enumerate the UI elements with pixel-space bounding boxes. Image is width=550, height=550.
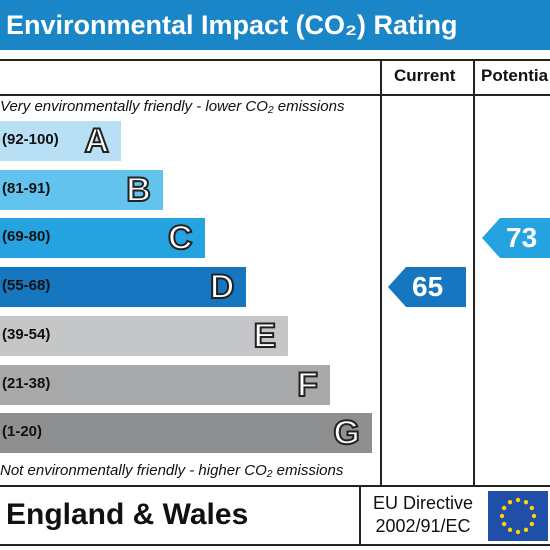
band-range: (55-68) <box>2 277 51 295</box>
band-range: (69-80) <box>2 228 51 246</box>
chart-title: Environmental Impact (CO₂) Rating <box>6 9 458 40</box>
flag-star <box>523 499 529 505</box>
flag-star <box>501 521 507 527</box>
potential-column-header: Potentia <box>481 66 549 85</box>
current-rating-value: 65 <box>412 271 444 303</box>
band-a: (92-100) A <box>0 121 121 161</box>
band-range: (39-54) <box>2 325 51 343</box>
flag-star <box>507 499 513 505</box>
eu-directive: EU Directive 2002/91/EC <box>362 492 484 538</box>
band-letter: C <box>167 218 194 258</box>
band-letter: E <box>253 316 278 356</box>
band-g: (1-20) G <box>0 413 372 454</box>
band-e: (39-54) E <box>0 315 289 356</box>
footer-divider-vertical <box>359 485 361 545</box>
band-range: (81-91) <box>2 179 51 197</box>
band-range: (21-38) <box>2 374 51 392</box>
flag-star <box>529 505 535 511</box>
band-letter: F <box>296 365 319 405</box>
current-column-header: Current <box>394 66 456 85</box>
flag-star <box>507 527 513 533</box>
band-letter: G <box>332 413 360 453</box>
bottom-border <box>0 544 550 546</box>
band-d: (55-68) D <box>0 267 247 308</box>
title-bar: Environmental Impact (CO₂) Rating <box>0 0 550 50</box>
directive-line-1: EU Directive <box>372 493 474 513</box>
band-f: (21-38) F <box>0 364 330 405</box>
top-border <box>0 59 550 61</box>
footer-divider <box>0 485 550 487</box>
flag-star <box>499 513 505 519</box>
potential-col-left <box>473 59 475 486</box>
band-c: (69-80) C <box>0 218 205 259</box>
directive-line-2: 2002/91/EC <box>375 516 471 536</box>
header-divider <box>0 94 550 96</box>
flag-star <box>515 529 521 535</box>
top-note: Very environmentally friendly - lower CO… <box>0 98 345 115</box>
flag-star <box>515 497 521 503</box>
current-col-left <box>380 59 382 486</box>
current-arrow-shape <box>388 267 466 308</box>
footer-region: England & Wales <box>6 498 249 531</box>
eu-flag-icon <box>488 491 548 541</box>
flag-star <box>523 527 529 533</box>
band-range: (1-20) <box>2 423 43 441</box>
bottom-note: Not environmentally friendly - higher CO… <box>0 462 344 479</box>
potential-rating-value: 73 <box>506 222 538 254</box>
band-letter: B <box>125 170 152 210</box>
band-range: (92-100) <box>2 131 59 148</box>
flag-star <box>531 513 537 519</box>
band-letter: A <box>83 121 110 161</box>
flag-star <box>529 521 535 527</box>
potential-arrow-shape <box>482 218 550 259</box>
band-letter: D <box>209 267 236 307</box>
flag-star <box>501 505 507 511</box>
band-b: (81-91) B <box>0 169 163 210</box>
